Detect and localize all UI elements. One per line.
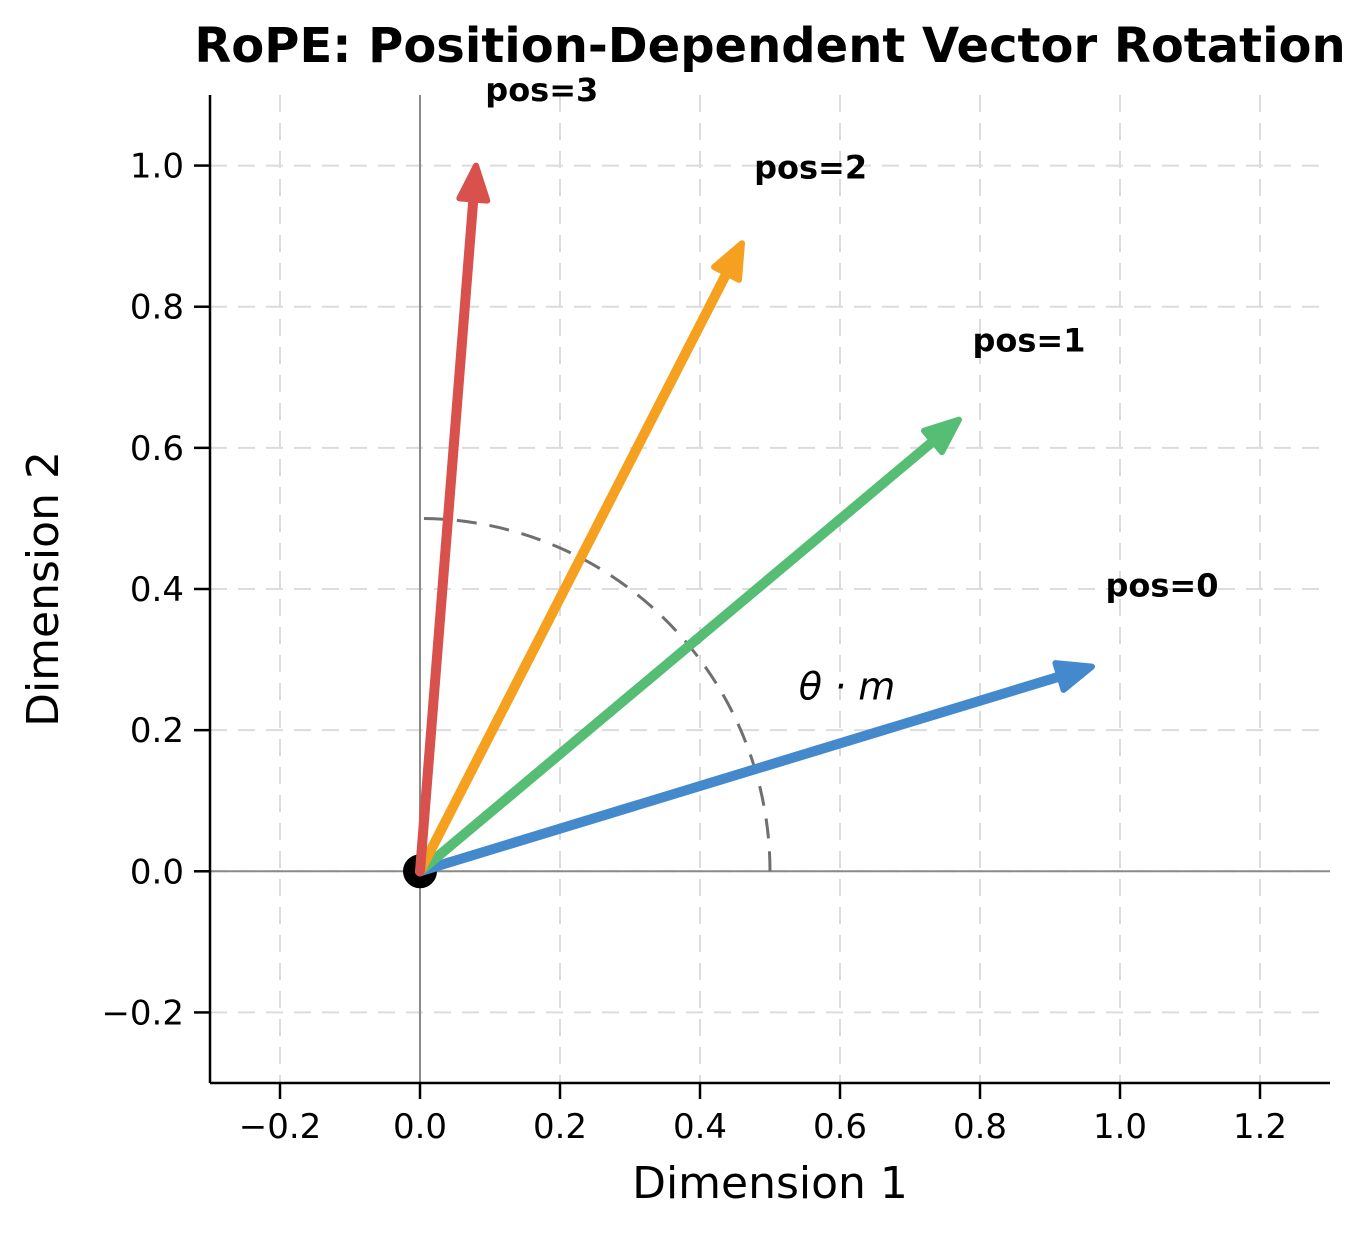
vector-arrow-shaft-pos-3 — [415, 194, 479, 877]
x-tick-label-1.2: 1.2 — [1233, 1107, 1287, 1147]
x-tick-label-1: 1.0 — [1093, 1107, 1147, 1147]
x-axis-label: Dimension 1 — [632, 1158, 908, 1209]
y-tick-label-0.2: 0.2 — [130, 711, 184, 751]
theta-arc — [419, 516, 772, 872]
vector-arrow-head-pos-0 — [1052, 660, 1095, 693]
vector-arrow-head-pos-3 — [456, 162, 491, 204]
theta-arc-layer — [419, 516, 772, 872]
x-tick-label-0.6: 0.6 — [813, 1107, 867, 1147]
vector-arrow-head-pos-1 — [920, 416, 962, 456]
y-tick-label--0.2: −0.2 — [101, 993, 184, 1033]
x-tick-label-0.4: 0.4 — [673, 1107, 727, 1147]
x-tick-label-0.8: 0.8 — [953, 1107, 1007, 1147]
vector-label-pos-2: pos=2 — [754, 149, 867, 187]
y-tick-label-0.6: 0.6 — [130, 429, 184, 469]
gridlines-layer — [210, 95, 1330, 1083]
vector-label-pos-0: pos=0 — [1105, 566, 1218, 604]
theta-m-annotation: θ · m — [799, 664, 896, 708]
axes-layer: −0.2 0.0 0.2 0.4 0.6 0.8 1.0 1.2 −0.2 0.0 0.2 0.4 0.… — [101, 95, 1330, 1147]
vector-arrow-head-pos-2 — [711, 240, 745, 283]
x-tick-label-0: 0.0 — [393, 1107, 447, 1147]
x-tick-label--0.2: −0.2 — [239, 1107, 322, 1147]
vector-label-pos-3: pos=3 — [485, 71, 598, 109]
vector-arrow-shaft-pos-0 — [415, 671, 1065, 877]
vector-arrow-shaft-pos-2 — [415, 268, 732, 877]
y-tick-label-0.4: 0.4 — [130, 570, 184, 610]
y-tick-label-0.8: 0.8 — [130, 288, 184, 328]
vectors-layer: pos=0 pos=1 pos=2 pos=3 — [415, 71, 1219, 877]
x-tick-label-0.2: 0.2 — [533, 1107, 587, 1147]
vector-label-pos-1: pos=1 — [972, 322, 1085, 360]
vector-arrow-shaft-pos-1 — [415, 436, 938, 877]
y-tick-label-0: 0.0 — [130, 852, 184, 892]
y-axis-label: Dimension 2 — [18, 451, 69, 727]
chart-title: RoPE: Position-Dependent Vector Rotation — [194, 18, 1345, 74]
y-tick-label-1: 1.0 — [130, 147, 184, 187]
